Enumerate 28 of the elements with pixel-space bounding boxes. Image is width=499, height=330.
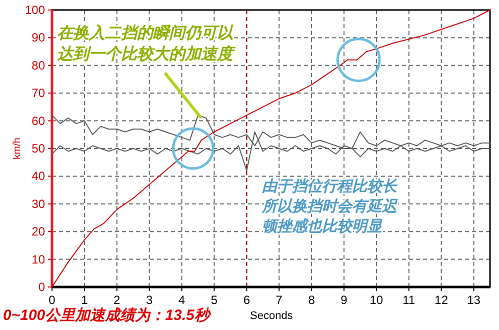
x-tick-label: 4 [178, 293, 186, 307]
x-tick-label: 5 [210, 293, 218, 307]
x-tick-label: 1 [81, 293, 88, 307]
y-axis-title: km/h [12, 138, 23, 160]
y-tick-label: 70 [32, 86, 46, 100]
x-tick-label: 8 [308, 293, 316, 307]
x-tick-label: 2 [114, 293, 121, 307]
y-tick-label: 30 [32, 196, 46, 211]
x-tick-label: 13 [467, 293, 481, 307]
y-tick-label: 80 [32, 58, 46, 72]
y-tick-label: 40 [32, 169, 46, 184]
y-tick-label: 50 [32, 142, 46, 156]
x-tick-label: 6 [243, 293, 250, 307]
x-tick-label: 12 [434, 293, 448, 307]
y-tick-label: 10 [32, 252, 46, 266]
x-tick-label: 0 [48, 293, 56, 307]
x-tick-label: 3 [146, 293, 153, 307]
y-tick-label: 0 [38, 280, 46, 294]
y-tick-label: 90 [32, 30, 46, 45]
y-tick-label: 20 [32, 224, 46, 239]
x-tick-label: 7 [276, 293, 283, 307]
text: 0~100公里加速成绩为：13.5秒 [3, 307, 212, 324]
x-tick-label: 10 [370, 293, 384, 307]
x-axis-title: Seconds [250, 310, 294, 322]
y-tick-label: 100 [24, 3, 46, 17]
x-tick-label: 9 [340, 293, 348, 307]
y-tick-label: 60 [32, 114, 46, 128]
x-tick-label: 11 [402, 293, 416, 307]
